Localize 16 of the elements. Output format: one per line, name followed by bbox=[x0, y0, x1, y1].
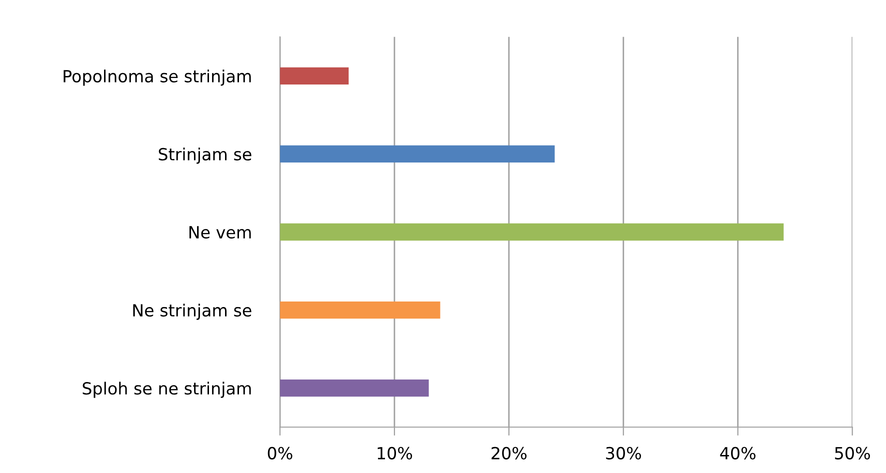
bar bbox=[280, 67, 349, 84]
x-tick-label: 0% bbox=[268, 446, 292, 460]
y-tick-label: Sploh se ne strinjam bbox=[82, 382, 251, 398]
bar bbox=[280, 145, 555, 163]
bar bbox=[280, 380, 429, 397]
x-tick-label: 10% bbox=[378, 446, 412, 460]
y-tick-label: Ne strinjam se bbox=[133, 304, 252, 320]
y-tick-label: Ne vem bbox=[189, 226, 251, 239]
bar bbox=[280, 301, 440, 319]
bar bbox=[280, 223, 784, 241]
x-tick-label: 40% bbox=[720, 446, 756, 460]
y-tick-label: Popolnoma se strinjam bbox=[64, 70, 251, 86]
x-tick-label: 30% bbox=[606, 446, 641, 460]
y-tick-label: Strinjam se bbox=[158, 148, 252, 164]
x-tick-label: 20% bbox=[492, 446, 527, 460]
x-tick-label: 50% bbox=[835, 446, 870, 460]
